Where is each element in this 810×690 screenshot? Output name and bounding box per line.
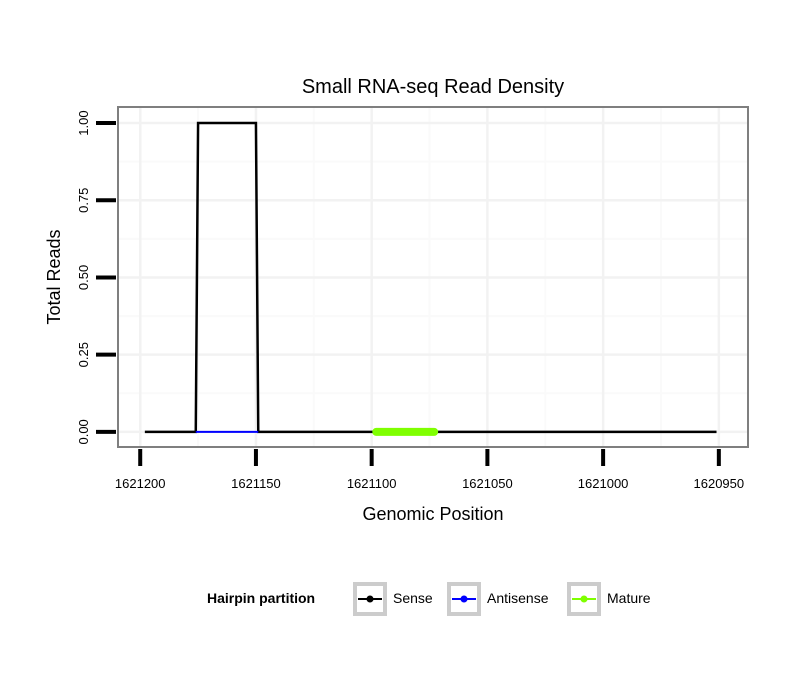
x-tick-label: 1621150 (231, 476, 281, 491)
plot-panel-border (117, 106, 749, 448)
y-tick-label: 0.25 (76, 342, 91, 367)
y-tick-label: 0.50 (76, 265, 91, 290)
x-tick-label: 1620950 (694, 476, 745, 491)
legend-key-point (460, 595, 468, 603)
series-line-sense (144, 121, 717, 434)
legend-label-sense: Sense (393, 590, 433, 606)
x-tick-label: 1621000 (578, 476, 629, 491)
x-axis-label: Genomic Position (362, 504, 503, 524)
x-tick-label: 1621100 (347, 476, 397, 491)
legend-key-point (580, 595, 588, 603)
legend-label-antisense: Antisense (487, 590, 549, 606)
legend-title: Hairpin partition (207, 590, 315, 606)
series-lines (144, 121, 717, 436)
legend: Hairpin partition Sense Antisense Mature (207, 582, 651, 616)
chart-title: Small RNA-seq Read Density (302, 76, 564, 98)
x-tick-label: 1621200 (115, 476, 166, 491)
x-tick-label: 1621050 (462, 476, 513, 491)
y-axis-label: Total Reads (44, 229, 64, 324)
legend-label-mature: Mature (607, 590, 651, 606)
axes: 1621200 1621150 1621100 1621050 1621000 16209… (76, 110, 744, 491)
y-tick-label: 1.00 (76, 110, 91, 135)
y-tick-label: 0.00 (76, 419, 91, 444)
legend-key-point (366, 595, 374, 603)
y-tick-label: 0.75 (76, 188, 91, 213)
